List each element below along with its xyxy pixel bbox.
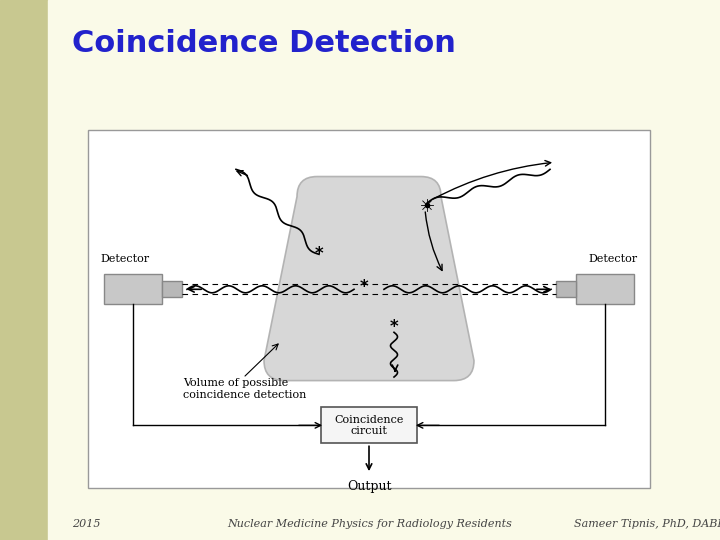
FancyBboxPatch shape: [162, 281, 182, 298]
Text: Detector: Detector: [589, 254, 638, 264]
FancyBboxPatch shape: [104, 274, 162, 305]
Text: Nuclear Medicine Physics for Radiology Residents: Nuclear Medicine Physics for Radiology R…: [228, 519, 513, 529]
Bar: [88, 130, 650, 488]
Text: *: *: [360, 278, 369, 296]
PathPatch shape: [264, 177, 474, 381]
Text: Detector: Detector: [100, 254, 149, 264]
Text: Coincidence Detection: Coincidence Detection: [72, 29, 456, 57]
Text: *: *: [390, 318, 398, 336]
Text: Volume of possible
coincidence detection: Volume of possible coincidence detection: [183, 378, 307, 400]
Bar: [0, 0, 48, 540]
FancyBboxPatch shape: [321, 407, 417, 443]
Text: 2015: 2015: [72, 519, 101, 529]
Text: Coincidence
circuit: Coincidence circuit: [334, 415, 404, 436]
Text: Sameer Tipnis, PhD, DABR: Sameer Tipnis, PhD, DABR: [574, 519, 720, 529]
Text: Output: Output: [347, 480, 391, 493]
Text: *: *: [315, 245, 323, 264]
FancyBboxPatch shape: [556, 281, 576, 298]
FancyBboxPatch shape: [576, 274, 634, 305]
